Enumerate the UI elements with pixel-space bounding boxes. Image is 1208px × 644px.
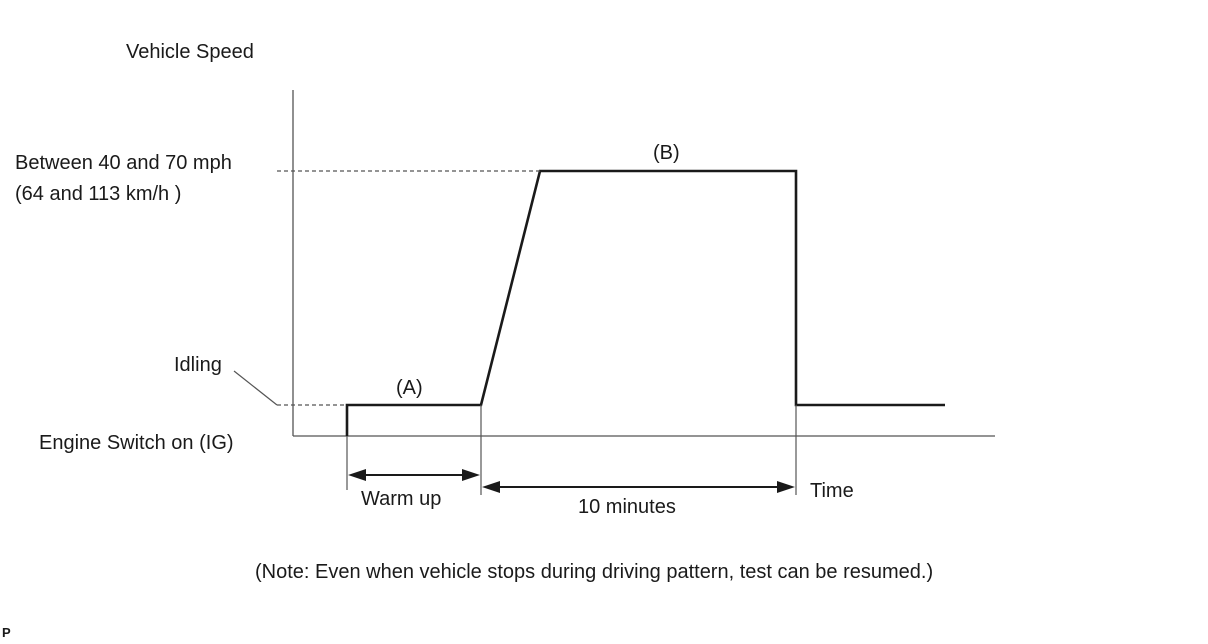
warm-up-label: Warm up [361, 488, 441, 510]
phase-b-label: (B) [653, 142, 680, 164]
warm-up-arrow-left-head [348, 469, 366, 481]
note-text: (Note: Even when vehicle stops during dr… [255, 561, 933, 583]
idling-leader-line [233, 370, 278, 406]
warm-up-arrow-right-head [462, 469, 480, 481]
idling-label: Idling [174, 354, 222, 376]
ten-minutes-arrow-left-head [482, 481, 500, 493]
ten-minutes-arrow-right-head [777, 481, 795, 493]
speed-level-label-line2: (64 and 113 km/h ) [15, 183, 181, 205]
y-axis-label: Vehicle Speed [126, 41, 254, 63]
phase-a-label: (A) [396, 377, 423, 399]
corner-mark: P [2, 625, 11, 640]
x-axis-label: Time [810, 480, 854, 502]
speed-trace [345, 169, 945, 436]
engine-switch-label: Engine Switch on (IG) [39, 432, 234, 454]
speed-level-label-line1: Between 40 and 70 mph [15, 152, 232, 174]
ten-minutes-label: 10 minutes [578, 496, 676, 518]
